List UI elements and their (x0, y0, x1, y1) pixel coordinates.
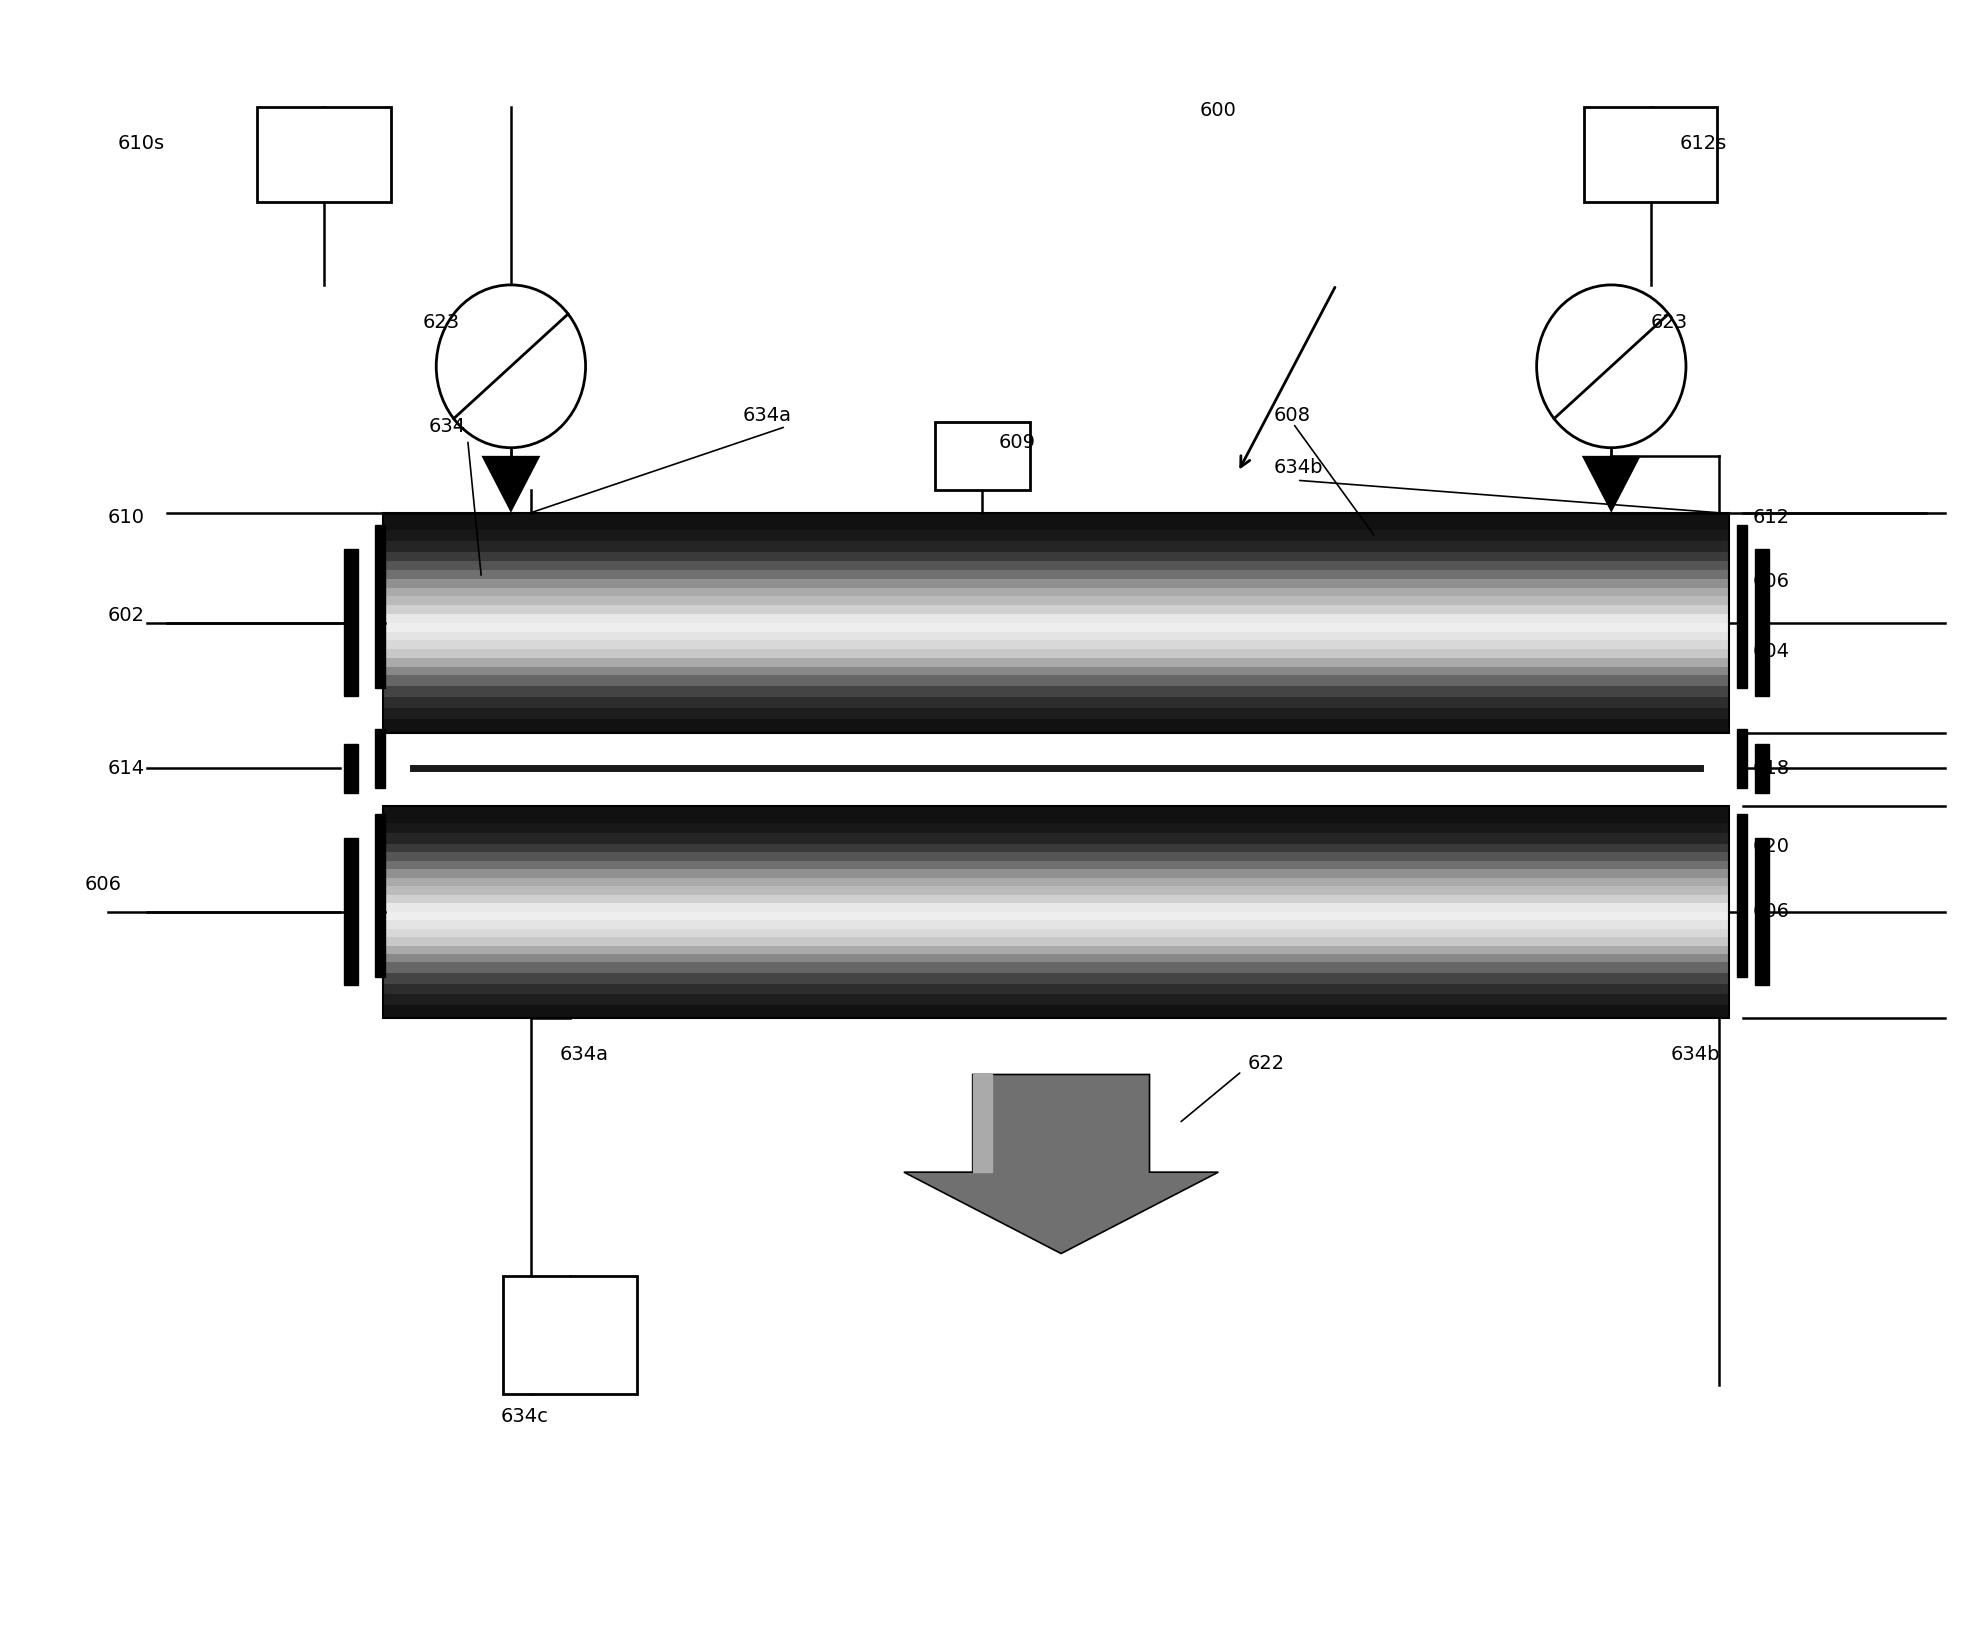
Bar (383, 912, 1728, 920)
Bar (383, 806, 1728, 1018)
Bar (383, 962, 1728, 974)
Bar (375, 524, 385, 687)
Text: 606: 606 (1752, 902, 1789, 921)
Bar (383, 877, 1728, 886)
Bar (383, 513, 1728, 733)
Text: 604: 604 (1752, 641, 1789, 661)
Bar (383, 606, 1728, 614)
Text: 634a: 634a (742, 405, 791, 425)
Bar (383, 562, 1728, 570)
Bar (383, 640, 1728, 650)
Bar (383, 614, 1728, 622)
Text: 634c: 634c (501, 1407, 548, 1426)
Text: 618: 618 (1752, 759, 1789, 778)
Polygon shape (481, 456, 540, 513)
Bar (383, 853, 1728, 861)
Text: 634: 634 (428, 417, 465, 436)
Bar (383, 938, 1728, 946)
Bar (383, 822, 1728, 834)
Text: 600: 600 (1200, 101, 1235, 120)
Text: 634b: 634b (1273, 457, 1322, 477)
Bar (383, 928, 1728, 938)
Bar (383, 954, 1728, 962)
Ellipse shape (1536, 285, 1685, 448)
Text: 612s: 612s (1679, 133, 1726, 153)
Bar (375, 814, 385, 977)
Bar (344, 550, 357, 697)
Bar (383, 542, 1728, 552)
Bar (383, 1004, 1728, 1018)
Bar (1736, 729, 1746, 788)
Bar (1754, 550, 1768, 697)
Bar (383, 687, 1728, 697)
Bar (383, 622, 1728, 632)
Polygon shape (1581, 456, 1640, 513)
Text: 622: 622 (1247, 1053, 1284, 1073)
Bar (1754, 838, 1768, 985)
Bar (383, 886, 1728, 895)
Bar (383, 596, 1728, 606)
Bar (383, 570, 1728, 578)
Bar (383, 946, 1728, 954)
Text: 614: 614 (108, 759, 145, 778)
Text: 612: 612 (1752, 508, 1789, 527)
Polygon shape (903, 1074, 1218, 1254)
Bar (383, 720, 1728, 733)
Bar (383, 995, 1728, 1004)
Text: 623: 623 (422, 313, 460, 332)
Bar (344, 744, 357, 793)
Bar (375, 729, 385, 788)
Bar (383, 843, 1728, 853)
Bar (1736, 524, 1746, 687)
Bar (1583, 107, 1717, 202)
Polygon shape (972, 1074, 992, 1172)
Bar (383, 667, 1728, 676)
Text: 610: 610 (108, 508, 145, 527)
Text: 634a: 634a (560, 1045, 609, 1065)
Bar (503, 1276, 636, 1394)
Text: 634b: 634b (1669, 1045, 1718, 1065)
Bar (383, 552, 1728, 562)
Bar (935, 422, 1029, 490)
Bar (383, 983, 1728, 995)
Bar (1754, 744, 1768, 793)
Bar (383, 806, 1728, 822)
Bar (383, 697, 1728, 708)
Text: 620: 620 (1752, 837, 1789, 856)
Bar (383, 580, 1728, 588)
Bar (383, 974, 1728, 983)
Bar (383, 658, 1728, 667)
Bar (383, 632, 1728, 640)
Bar (383, 895, 1728, 904)
Bar (383, 708, 1728, 720)
Bar (383, 904, 1728, 912)
Bar (383, 920, 1728, 928)
Bar (1736, 814, 1746, 977)
Text: 623: 623 (1650, 313, 1687, 332)
Bar (383, 869, 1728, 877)
Bar (344, 838, 357, 985)
Text: 610s: 610s (118, 133, 165, 153)
Text: 608: 608 (1273, 405, 1310, 425)
Bar (383, 676, 1728, 687)
Bar (383, 861, 1728, 869)
Ellipse shape (436, 285, 585, 448)
Bar (257, 107, 391, 202)
Text: 606: 606 (84, 874, 122, 894)
Text: 606: 606 (1752, 571, 1789, 591)
Bar (383, 834, 1728, 843)
Bar (383, 588, 1728, 596)
Text: 602: 602 (108, 606, 145, 625)
Text: 609: 609 (998, 433, 1035, 453)
Bar (383, 650, 1728, 658)
Bar (383, 531, 1728, 542)
Bar (383, 513, 1728, 531)
